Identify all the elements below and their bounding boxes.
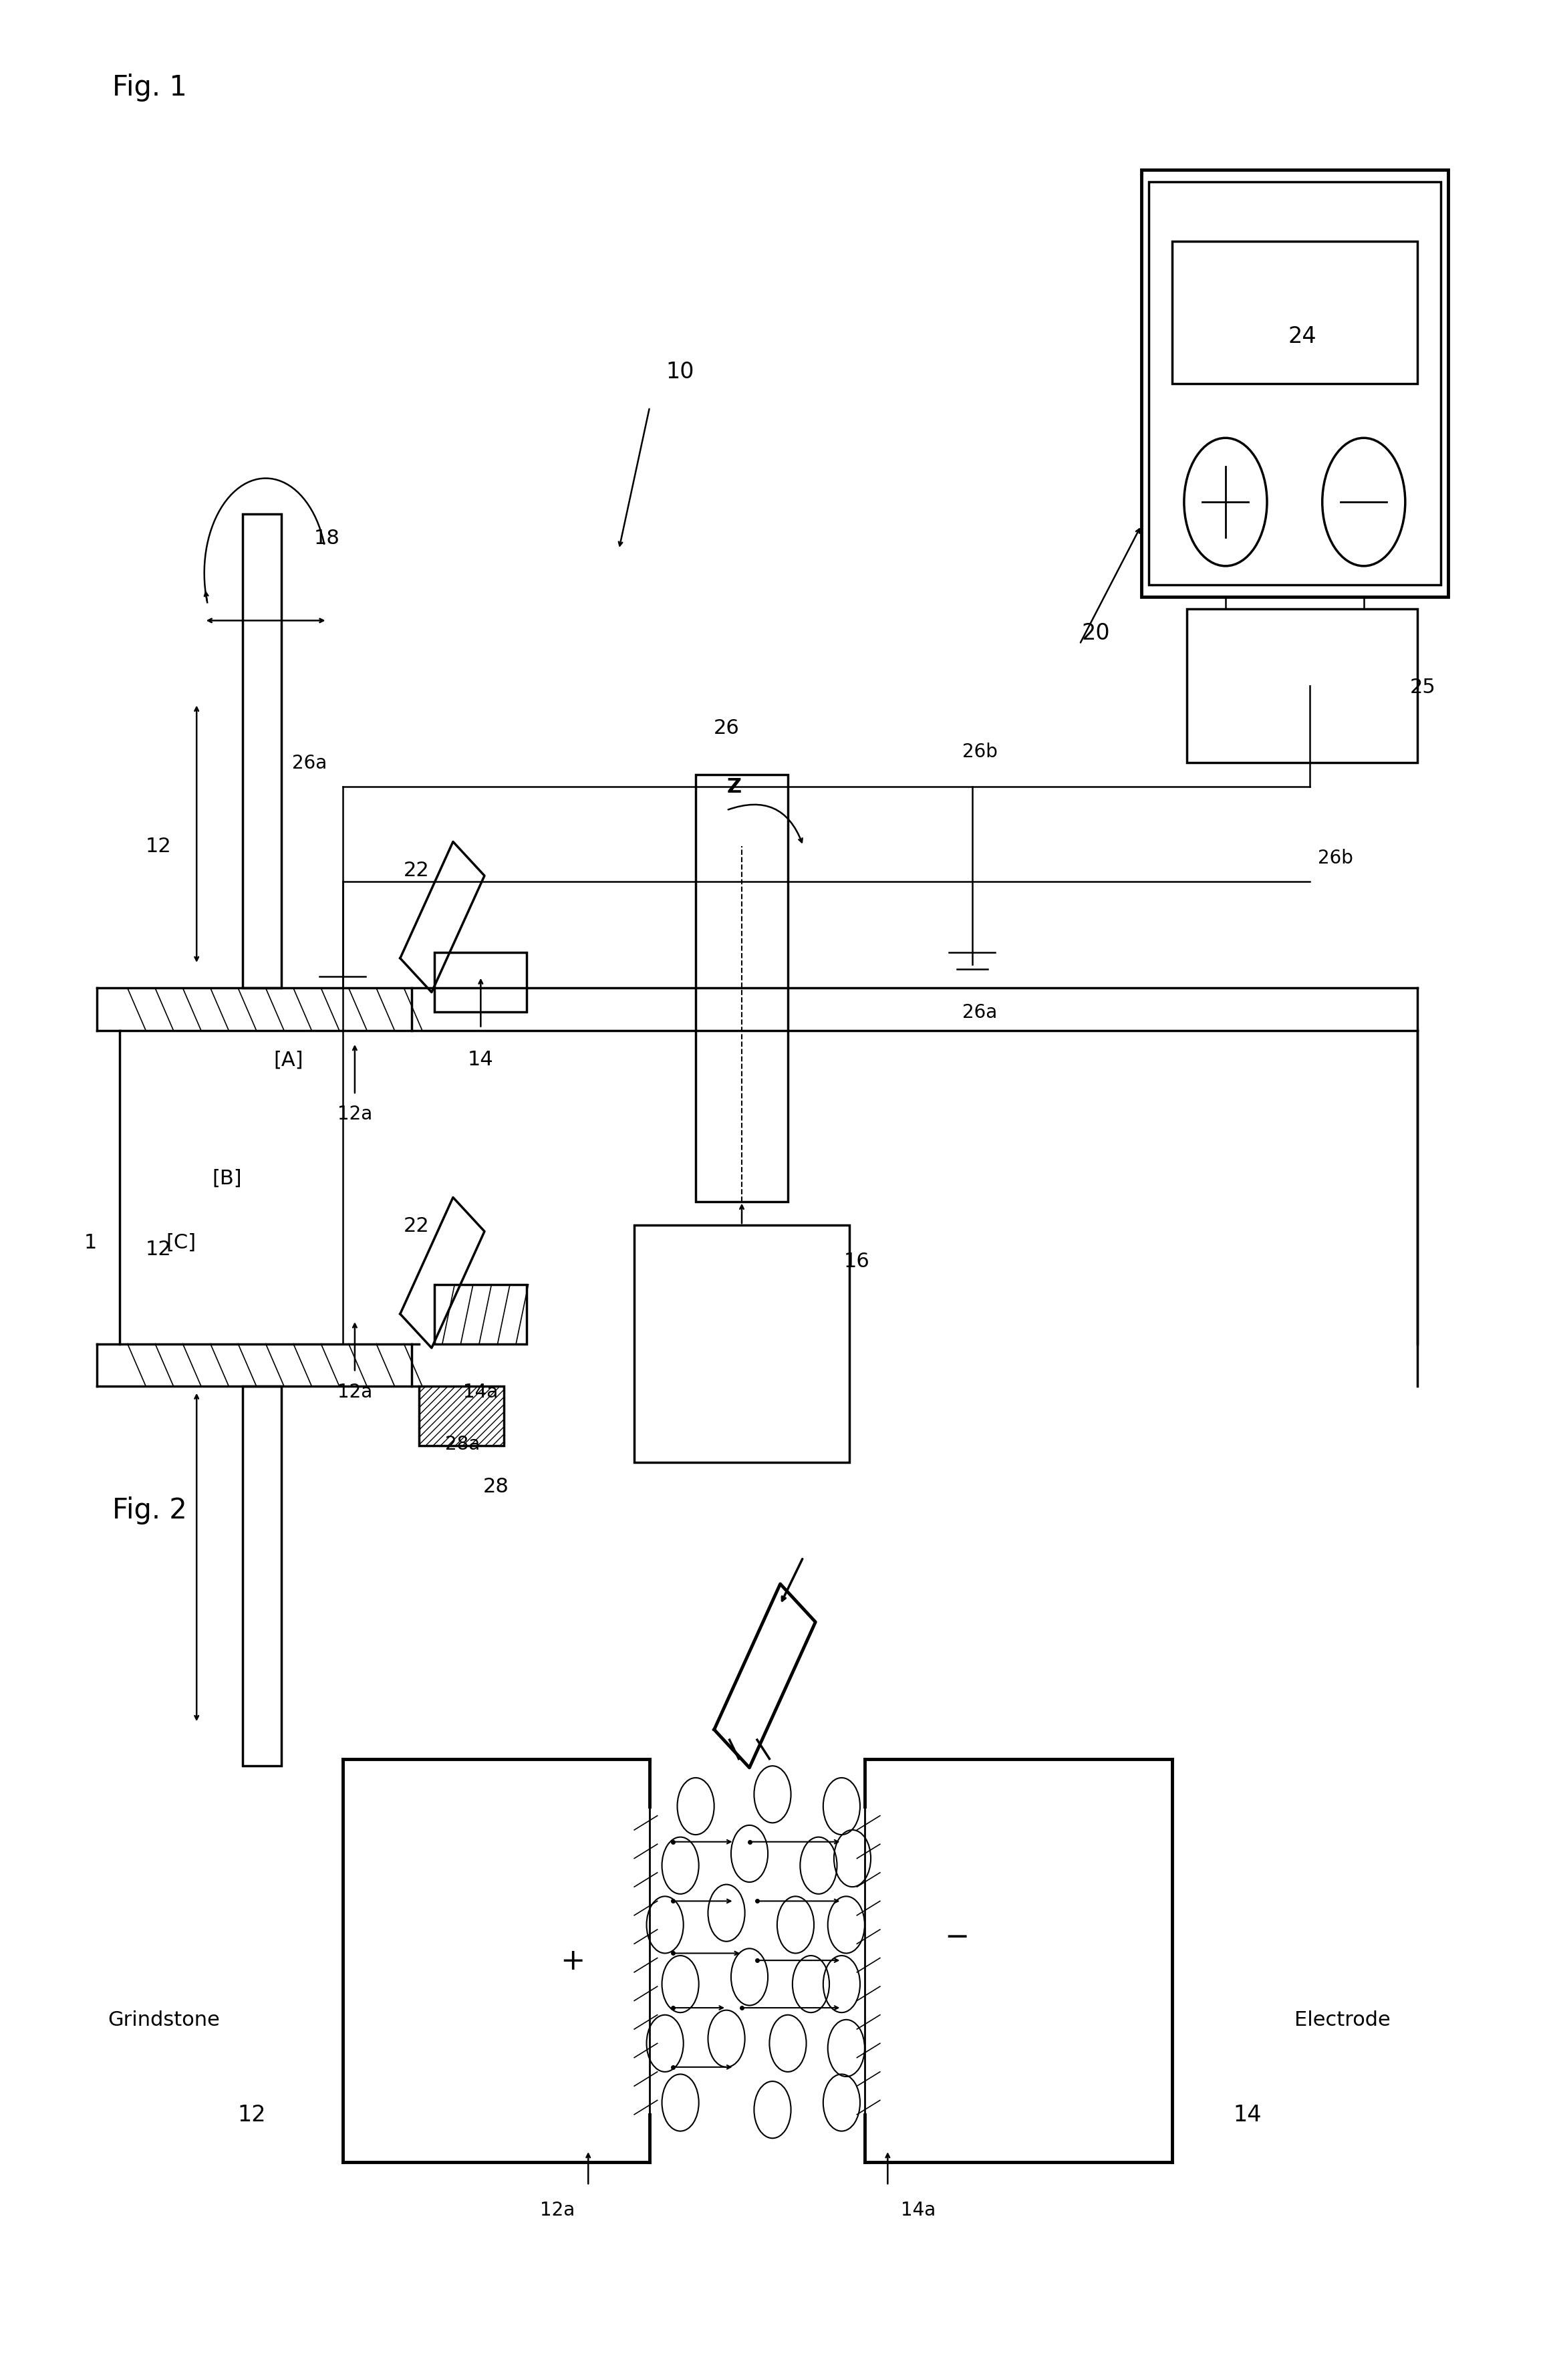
Text: [C]: [C] [165,1233,196,1252]
Text: 25: 25 [1411,678,1435,697]
Bar [1187,609,1417,764]
Bar [1149,183,1440,585]
Text: 10: 10 [666,362,695,383]
Text: 14a: 14a [464,1383,497,1402]
Bar [243,514,281,988]
Text: 28a: 28a [445,1435,480,1454]
Bar [695,776,788,1202]
Text: 26a: 26a [292,754,328,774]
Bar [635,1226,850,1464]
Text: 24: 24 [1289,326,1316,347]
Text: 26a: 26a [963,1002,997,1021]
Text: 12: 12 [145,1240,171,1259]
Text: [A]: [A] [273,1050,303,1069]
Text: 22: 22 [403,859,430,881]
Text: [B]: [B] [212,1169,241,1188]
Text: 12: 12 [145,835,171,857]
Text: 28: 28 [484,1476,508,1497]
Text: Z: Z [726,778,742,797]
Text: 12a: 12a [337,1104,372,1123]
Text: Electrode: Electrode [1295,2011,1391,2030]
Text: 12a: 12a [337,1383,372,1402]
Text: 20: 20 [1082,621,1111,645]
Text: 14: 14 [1233,2104,1262,2125]
Text: 14a: 14a [901,2199,936,2218]
Text: 14: 14 [468,1050,494,1069]
Text: +: + [561,1947,586,1975]
Bar [434,1285,527,1345]
Text: 1: 1 [83,1233,97,1252]
Text: Fig. 1: Fig. 1 [113,74,187,102]
Text: −: − [944,1923,969,1952]
Text: 18: 18 [314,528,340,547]
Text: 22: 22 [403,1216,430,1235]
Text: 12a: 12a [541,2199,575,2218]
Bar [1142,171,1448,597]
Text: 16: 16 [844,1252,870,1271]
Bar [243,1388,281,1766]
Bar [1171,243,1417,383]
Bar [434,952,527,1011]
Text: Grindstone: Grindstone [108,2011,219,2030]
Text: 26b: 26b [1318,850,1353,866]
Bar [419,1388,504,1447]
Text: 26b: 26b [963,743,998,762]
Text: 12: 12 [238,2104,266,2125]
Text: 26: 26 [714,719,740,738]
Text: Fig. 2: Fig. 2 [113,1497,187,1523]
